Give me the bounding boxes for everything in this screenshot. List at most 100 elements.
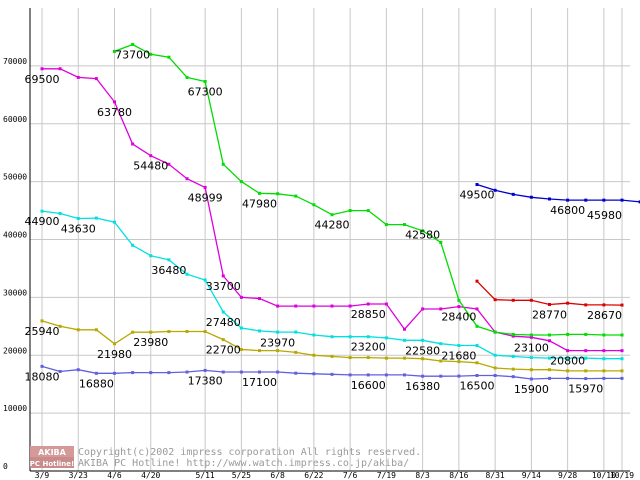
data-point <box>529 368 533 372</box>
data-point <box>493 353 497 357</box>
data-point <box>366 356 370 360</box>
data-point <box>403 327 406 331</box>
data-point <box>221 370 225 374</box>
y-tick-label: 0 <box>3 462 8 471</box>
x-tick-label: 6/8 <box>270 471 285 480</box>
x-tick-label: 5/25 <box>232 471 251 480</box>
data-point <box>620 376 624 380</box>
data-point <box>493 374 497 378</box>
data-label: 22580 <box>405 344 440 357</box>
data-point <box>330 335 334 339</box>
data-point <box>493 366 497 370</box>
x-tick-label: 10/10 <box>592 471 616 480</box>
data-point <box>221 338 225 342</box>
data-point <box>276 349 280 353</box>
data-point <box>584 198 588 202</box>
data-point <box>330 304 334 308</box>
data-label: 17380 <box>188 374 223 387</box>
data-point <box>185 330 189 334</box>
data-label: 33700 <box>206 280 241 293</box>
data-label: 23100 <box>514 341 549 354</box>
data-point <box>493 188 497 192</box>
data-label: 49500 <box>460 189 495 202</box>
data-point <box>384 302 388 306</box>
data-label: 73700 <box>115 48 150 61</box>
data-point <box>239 347 243 351</box>
data-point <box>566 332 570 336</box>
data-point <box>131 142 135 146</box>
data-point <box>403 356 406 360</box>
data-point <box>511 334 515 338</box>
data-label: 45980 <box>587 209 622 222</box>
data-label: 67300 <box>188 86 223 99</box>
data-point <box>113 342 116 346</box>
data-point <box>294 350 298 354</box>
y-tick-label: 60000 <box>3 115 27 124</box>
data-point <box>239 326 243 330</box>
x-tick-label: 7/6 <box>343 471 358 480</box>
data-point <box>475 374 479 378</box>
data-label: 18080 <box>25 370 60 383</box>
data-point <box>330 213 334 217</box>
x-tick-label: 4/6 <box>107 471 122 480</box>
data-point <box>76 328 80 332</box>
data-point <box>131 330 135 334</box>
data-point <box>511 192 515 196</box>
data-point <box>348 356 352 360</box>
data-point <box>167 162 171 166</box>
x-tick-label: 9/14 <box>522 471 541 480</box>
data-point <box>457 305 461 309</box>
data-point <box>276 330 280 334</box>
series-line-5 <box>476 280 623 306</box>
data-point <box>40 67 44 71</box>
data-point <box>620 333 624 337</box>
data-point <box>149 371 153 375</box>
copyright-credit: AKIBA PC Hotline! Copyright(c)2002 impre… <box>30 446 421 469</box>
data-point <box>366 373 370 377</box>
data-point <box>185 272 189 276</box>
data-point <box>276 304 280 308</box>
data-label: 48999 <box>188 191 223 204</box>
x-tick-label: 6/22 <box>304 471 323 480</box>
y-tick-label: 70000 <box>3 57 27 66</box>
data-label: 46800 <box>550 204 585 217</box>
data-label: 63780 <box>97 106 132 119</box>
data-label: 28400 <box>441 311 476 324</box>
data-point <box>602 303 606 307</box>
data-point <box>113 100 116 104</box>
x-tick-label: 3/23 <box>69 471 88 480</box>
data-point <box>511 367 515 371</box>
data-point <box>312 353 316 357</box>
data-point <box>94 77 98 81</box>
data-point <box>620 349 624 353</box>
data-point <box>511 354 515 358</box>
data-point <box>76 216 80 220</box>
data-point <box>348 335 352 339</box>
data-point <box>131 243 135 247</box>
data-point <box>475 324 479 328</box>
x-axis-ticks: 3/9 3/23 4/6 4/20 5/11 5/25 6/8 6/22 7/6 7/19 8/3 8… <box>35 471 634 480</box>
data-point <box>149 254 153 258</box>
grid-lines <box>30 8 630 472</box>
data-label: 27480 <box>206 316 241 329</box>
data-point <box>439 342 443 346</box>
data-point <box>58 369 62 373</box>
data-label: 15900 <box>514 383 549 396</box>
data-point <box>149 330 153 334</box>
data-labels: 69500 73700 63780 67300 54480 48999 47980 44280… <box>25 48 623 396</box>
data-label: 28770 <box>532 308 567 321</box>
data-point <box>403 373 406 377</box>
data-point <box>457 344 461 348</box>
data-label: 23970 <box>260 336 295 349</box>
data-point <box>439 359 443 363</box>
y-tick-label: 10000 <box>3 404 27 413</box>
data-label: 21680 <box>441 350 476 363</box>
data-label: 23980 <box>133 336 168 349</box>
logo-bottom-text: PC Hotline! <box>30 460 74 468</box>
data-label: 54480 <box>133 160 168 173</box>
data-point <box>403 338 406 342</box>
data-label: 69500 <box>25 73 60 86</box>
logo-top-text: AKIBA <box>38 448 66 457</box>
data-point <box>548 302 551 306</box>
data-point <box>529 298 533 302</box>
